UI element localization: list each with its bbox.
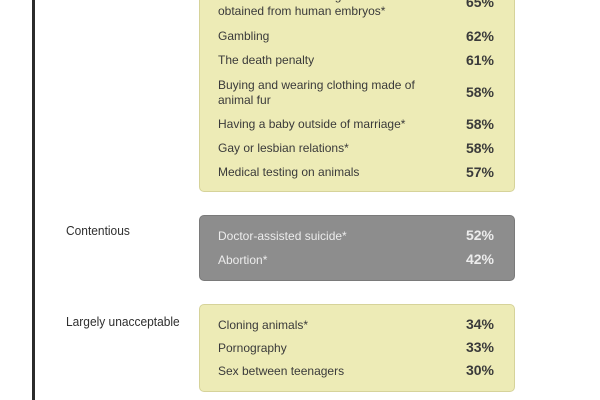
row-label: Having a baby outside of marriage* xyxy=(218,117,406,131)
row-value: 62% xyxy=(465,28,494,44)
row-label: Medical testing on animals xyxy=(218,165,360,179)
row-value: 33% xyxy=(465,339,494,355)
row-label: Medical research using stem cells obtain… xyxy=(218,0,398,18)
row-value: 65% xyxy=(465,0,494,10)
row-value: 57% xyxy=(465,164,494,180)
row-value: 58% xyxy=(465,84,494,100)
row-value: 58% xyxy=(465,116,494,132)
group-label-contentious: Contentious xyxy=(66,223,130,238)
row-label: Gay or lesbian relations* xyxy=(218,141,349,155)
row-label: Abortion* xyxy=(218,253,268,267)
row-label: Buying and wearing clothing made of anim… xyxy=(218,78,415,107)
row-value: 61% xyxy=(465,52,494,68)
group-label-largely-unacceptable: Largely unacceptable xyxy=(66,314,180,329)
row-label: Sex between teenagers xyxy=(218,364,345,378)
row-label: The death penalty xyxy=(218,53,315,67)
row-value: 30% xyxy=(465,362,494,378)
row-label: Doctor-assisted suicide* xyxy=(218,229,347,243)
row-label: Pornography xyxy=(218,341,287,355)
row-value: 52% xyxy=(465,227,494,243)
frame-line xyxy=(32,0,35,400)
panel-acceptable: Medical research using stem cells obtain… xyxy=(199,0,515,192)
row-label: Cloning animals* xyxy=(218,318,309,332)
panel-unacceptable: Cloning animals* 34% Pornography 33% Sex… xyxy=(199,304,515,392)
row-label: Gambling xyxy=(218,29,270,43)
row-value: 58% xyxy=(465,140,494,156)
row-value: 42% xyxy=(465,251,494,267)
panel-contentious: Doctor-assisted suicide* 52% Abortion* 4… xyxy=(199,215,515,281)
row-value: 34% xyxy=(465,316,494,332)
